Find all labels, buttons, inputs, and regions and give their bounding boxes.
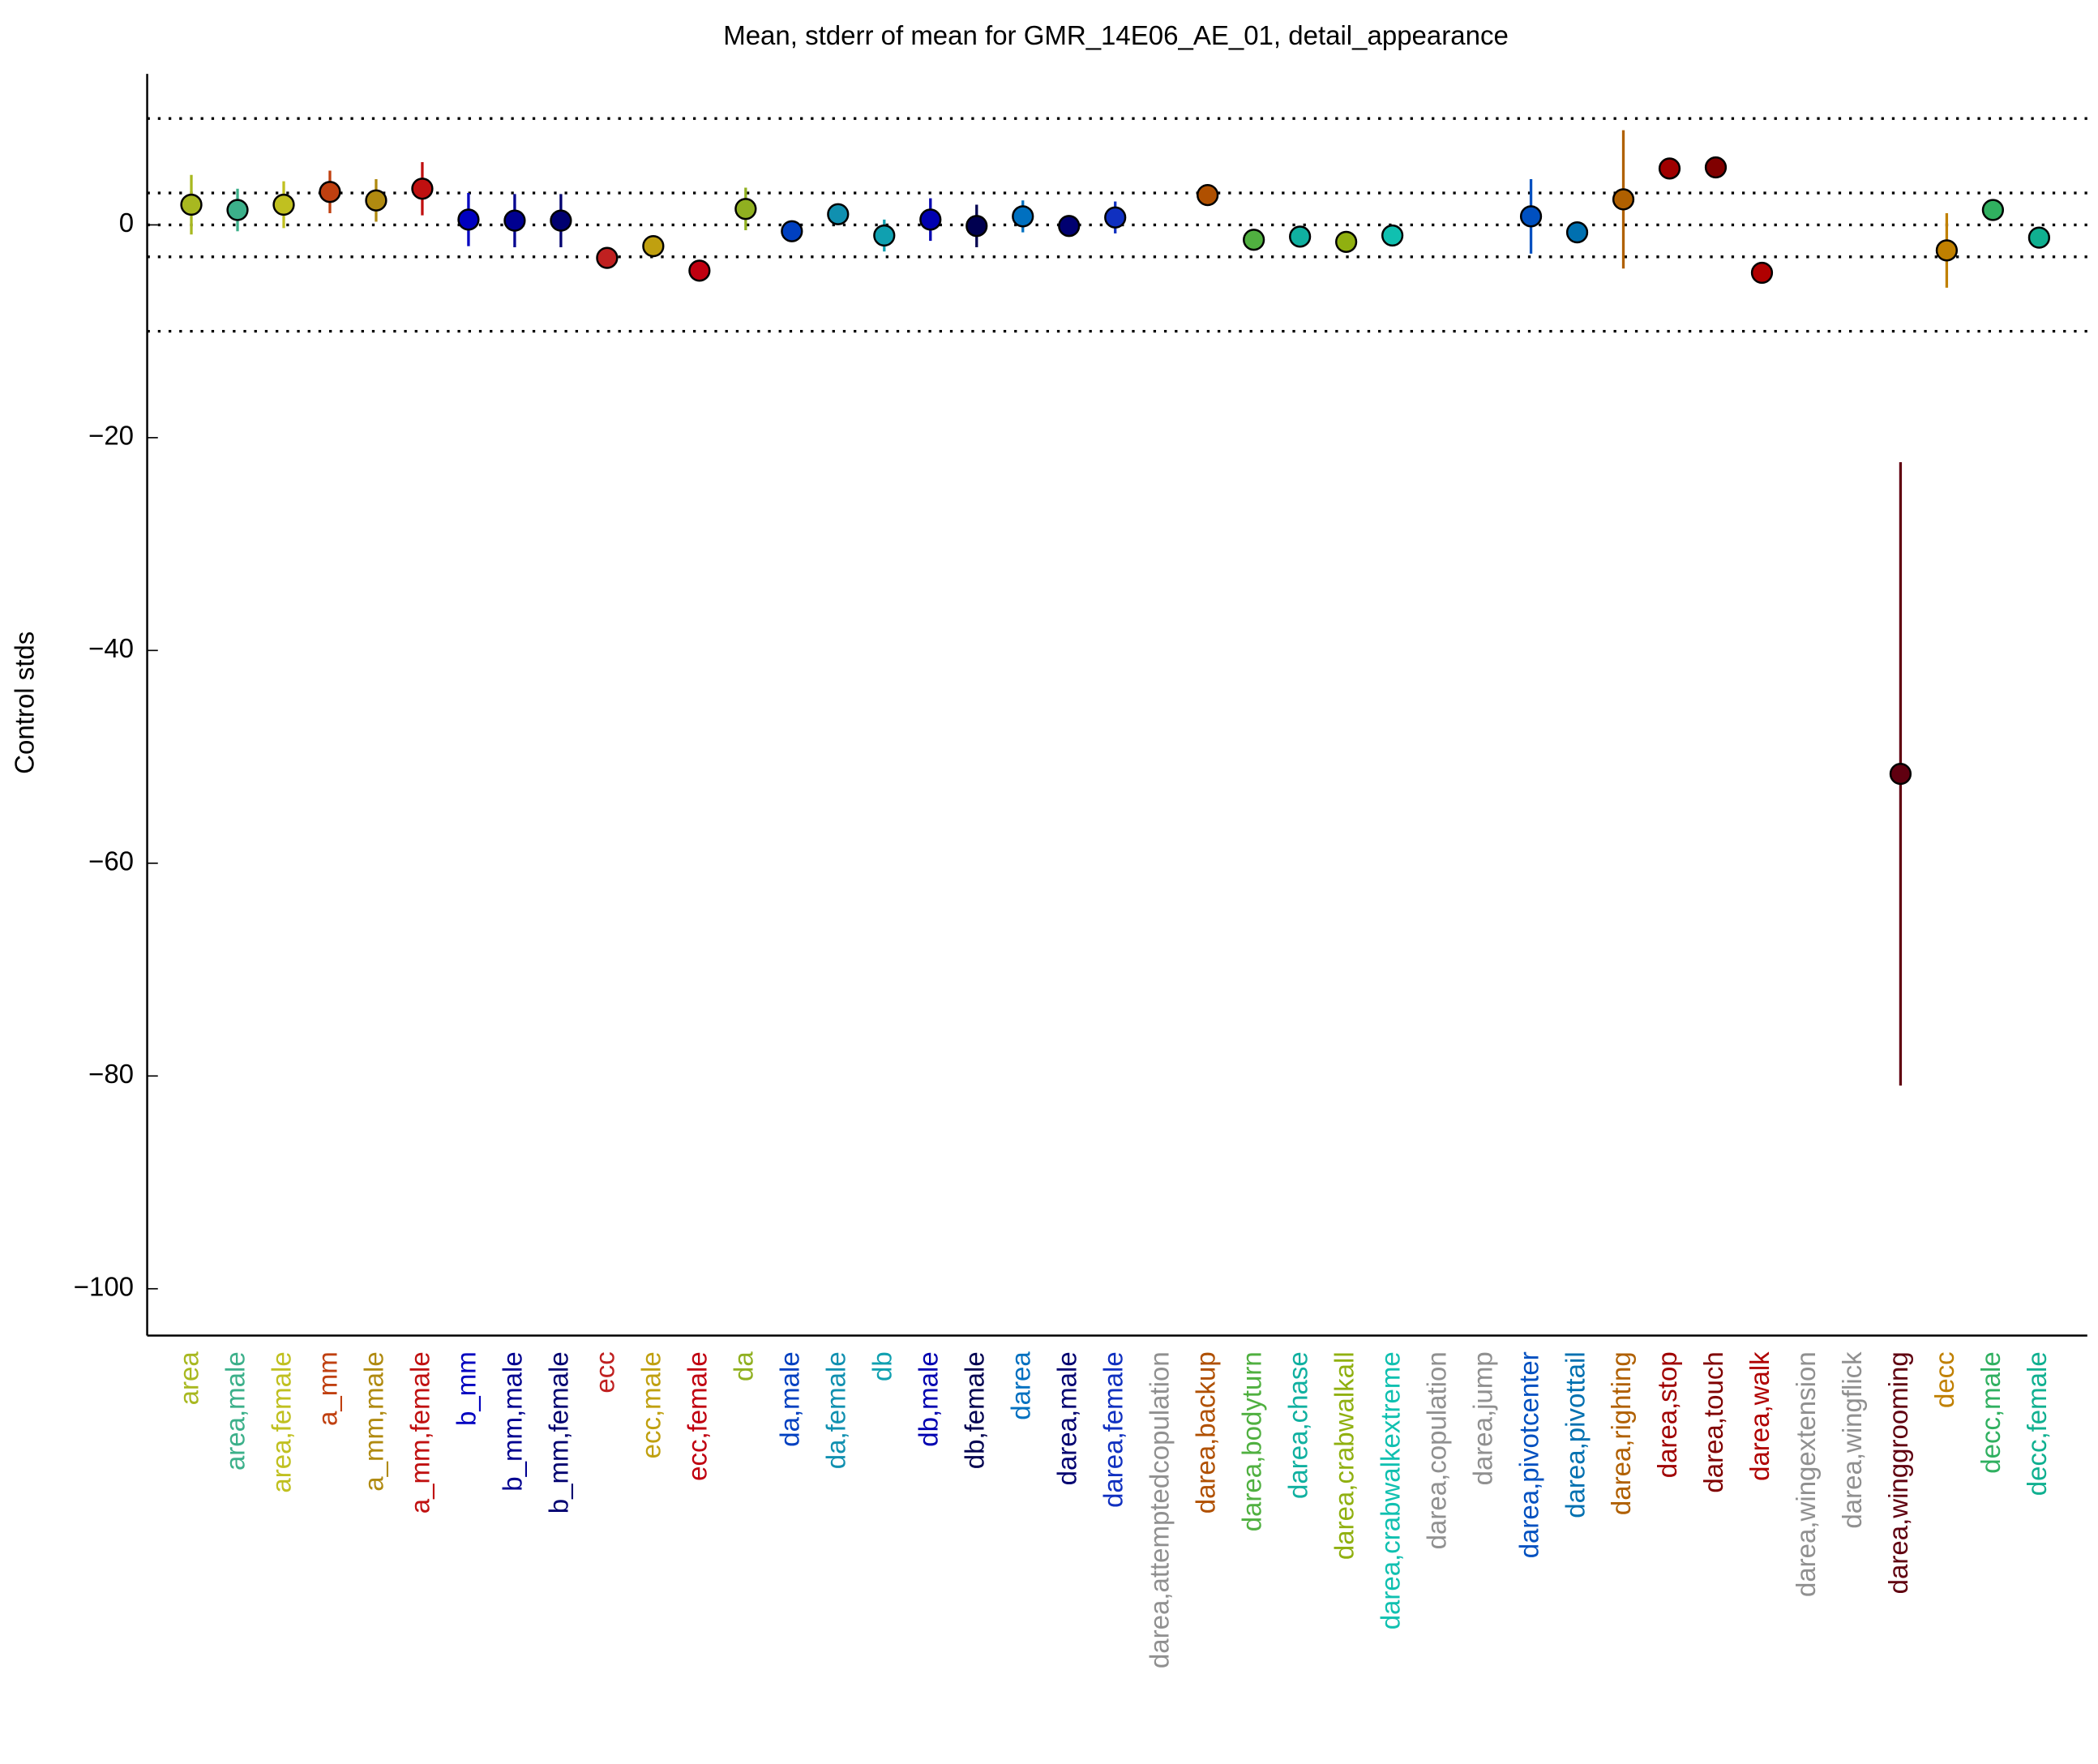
x-tick-label: darea,copulation bbox=[1421, 1351, 1451, 1549]
x-tick-label: darea,jump bbox=[1467, 1351, 1497, 1485]
mean-marker bbox=[688, 259, 711, 282]
x-tick-label: darea,bodyturn bbox=[1236, 1351, 1266, 1531]
x-tick-label: a_mm,female bbox=[405, 1351, 435, 1514]
mean-marker bbox=[272, 193, 295, 216]
mean-marker bbox=[734, 198, 757, 220]
x-tick-label: darea,stop bbox=[1652, 1351, 1682, 1478]
x-tick-label: b_mm,female bbox=[544, 1351, 574, 1514]
x-tick-label: a_mm,male bbox=[359, 1351, 389, 1491]
x-tick-label: darea,male bbox=[1051, 1351, 1081, 1485]
mean-marker bbox=[319, 181, 341, 203]
x-tick-label: darea,chase bbox=[1282, 1351, 1312, 1499]
x-tick-label: b_mm,male bbox=[498, 1351, 528, 1491]
x-tick-label: darea,crabwalkall bbox=[1329, 1351, 1359, 1560]
mean-marker bbox=[1335, 230, 1358, 254]
mean-marker bbox=[642, 235, 665, 258]
x-tick-label: ecc,female bbox=[683, 1351, 713, 1481]
x-tick-label: da bbox=[729, 1351, 759, 1381]
y-tick-label: 0 bbox=[119, 208, 134, 238]
mean-marker bbox=[365, 189, 387, 212]
mean-marker bbox=[2027, 226, 2050, 249]
x-tick-label: darea,wingflick bbox=[1837, 1351, 1867, 1529]
mean-marker bbox=[1058, 215, 1081, 238]
mean-marker bbox=[1519, 205, 1543, 228]
x-tick-label: area bbox=[174, 1351, 204, 1406]
mean-marker bbox=[827, 203, 850, 225]
y-tick-label: −40 bbox=[88, 633, 134, 663]
mean-marker bbox=[503, 209, 526, 232]
mean-marker bbox=[1381, 224, 1404, 247]
mean-marker bbox=[966, 215, 988, 238]
x-tick-label: darea,attemptedcopulation bbox=[1144, 1351, 1174, 1668]
x-tick-label: darea,backup bbox=[1190, 1351, 1220, 1514]
x-tick-label: darea,crabwalkextreme bbox=[1375, 1351, 1405, 1629]
x-tick-label: darea,wingextension bbox=[1791, 1351, 1821, 1597]
x-tick-label: darea,winggrooming bbox=[1883, 1351, 1913, 1594]
x-tick-label: darea,pivotcenter bbox=[1514, 1351, 1544, 1558]
mean-marker bbox=[596, 246, 619, 269]
x-tick-label: darea,pivottail bbox=[1560, 1351, 1590, 1518]
chart-title: Mean, stderr of mean for GMR_14E06_AE_01… bbox=[723, 20, 1509, 50]
y-tick-label: −80 bbox=[88, 1059, 134, 1089]
x-tick-label: darea bbox=[1005, 1351, 1035, 1420]
x-tick-label: area,male bbox=[221, 1351, 250, 1471]
mean-marker bbox=[1935, 239, 1959, 262]
x-tick-label: darea,righting bbox=[1606, 1351, 1636, 1515]
mean-marker bbox=[919, 208, 942, 231]
mean-marker bbox=[1289, 225, 1312, 248]
x-tick-label: ecc,male bbox=[636, 1351, 666, 1458]
x-tick-label: db bbox=[867, 1351, 897, 1381]
mean-marker bbox=[1197, 184, 1219, 207]
mean-marker bbox=[411, 178, 434, 200]
x-tick-label: da,male bbox=[775, 1351, 805, 1446]
mean-marker bbox=[1704, 156, 1728, 179]
x-tick-label: db,female bbox=[959, 1351, 989, 1469]
mean-marker bbox=[226, 199, 249, 221]
mean-marker bbox=[1565, 220, 1589, 244]
mean-marker bbox=[1012, 205, 1034, 228]
x-tick-label: darea,touch bbox=[1698, 1351, 1728, 1492]
mean-marker bbox=[781, 220, 803, 242]
x-tick-label: area,female bbox=[267, 1351, 297, 1492]
mean-marker bbox=[457, 208, 480, 231]
mean-marker bbox=[1612, 188, 1635, 211]
mean-marker bbox=[1243, 229, 1265, 251]
mean-marker bbox=[550, 209, 572, 232]
x-tick-label: b_mm bbox=[452, 1351, 482, 1426]
mean-marker bbox=[1889, 762, 1912, 786]
x-tick-label: decc,female bbox=[2022, 1351, 2052, 1496]
y-tick-label: −100 bbox=[74, 1271, 134, 1301]
x-tick-label: db,male bbox=[913, 1351, 943, 1446]
x-tick-label: a_mm bbox=[313, 1351, 343, 1426]
y-tick-label: −60 bbox=[88, 846, 134, 876]
mean-marker bbox=[180, 193, 203, 216]
x-tick-label: decc bbox=[1929, 1351, 1959, 1408]
mean-marker bbox=[1658, 157, 1681, 180]
x-tick-label: darea,female bbox=[1098, 1351, 1128, 1508]
y-tick-label: −20 bbox=[88, 421, 134, 451]
x-tick-label: decc,male bbox=[1976, 1351, 2006, 1473]
mean-marker bbox=[873, 224, 896, 247]
x-tick-label: da,female bbox=[821, 1351, 851, 1469]
mean-marker bbox=[1104, 206, 1127, 229]
mean-marker bbox=[1981, 199, 2005, 221]
mean-marker bbox=[1750, 261, 1774, 285]
x-tick-label: ecc bbox=[590, 1351, 620, 1393]
x-tick-label: darea,walk bbox=[1745, 1351, 1775, 1481]
y-axis-label: Control stds bbox=[10, 632, 40, 774]
